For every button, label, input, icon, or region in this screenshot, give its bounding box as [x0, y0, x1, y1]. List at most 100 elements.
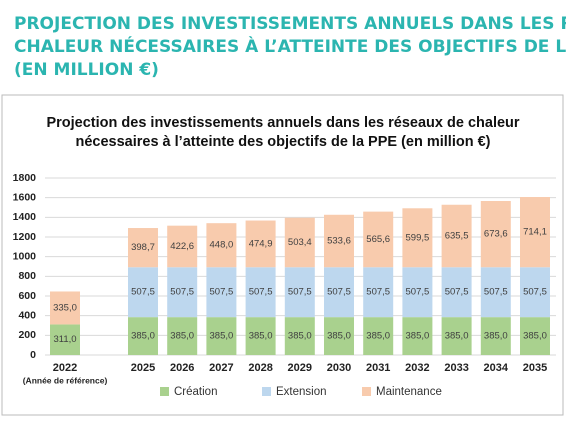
bar-segment: [324, 214, 354, 268]
value-label: 335,0: [53, 302, 77, 313]
bar-segment: [441, 204, 472, 268]
value-label: 507,5: [366, 287, 390, 298]
y-tick-label: 800: [18, 270, 36, 282]
legend-swatch: [262, 387, 271, 396]
bar-segment: [402, 317, 433, 355]
y-tick-label: 1200: [13, 231, 37, 243]
bar-segment: [128, 267, 158, 318]
page-heading: PROJECTION DES INVESTISSEMENTS ANNUELS D…: [14, 12, 566, 34]
value-label: 507,5: [170, 287, 194, 298]
bar-segment: [441, 267, 472, 318]
value-label: 507,5: [288, 287, 312, 298]
y-tick-label: 1000: [13, 250, 37, 262]
value-label: 503,4: [288, 237, 312, 248]
x-tick-label: 2027: [209, 362, 233, 374]
value-label: 714,1: [523, 227, 547, 238]
value-label: 385,0: [327, 331, 351, 342]
value-label: 599,5: [406, 232, 430, 243]
value-label: 565,6: [366, 234, 390, 245]
bar-segment: [245, 317, 276, 355]
bar-segment: [167, 225, 198, 268]
bar-segment: [284, 217, 315, 268]
value-label: 385,0: [210, 331, 234, 342]
bar-segment: [167, 317, 198, 355]
bar-segment: [128, 317, 158, 355]
legend-label: Création: [174, 386, 217, 398]
value-label: 385,0: [523, 331, 547, 342]
value-label: 673,6: [484, 229, 508, 240]
y-tick-label: 400: [18, 309, 36, 321]
bar-segment: [520, 197, 550, 268]
y-tick-label: 1600: [13, 191, 37, 203]
chart-title: nécessaires à l’atteinte des objectifs d…: [75, 134, 490, 150]
value-label: 422,6: [170, 241, 194, 252]
value-label: 533,6: [327, 236, 351, 247]
value-label: 474,9: [249, 238, 273, 249]
x-tick-label: 2025: [131, 362, 155, 374]
page-heading: (EN MILLION €): [14, 60, 159, 80]
value-label: 507,5: [523, 287, 547, 298]
value-label: 507,5: [327, 287, 351, 298]
annotation: (Année de référence): [23, 375, 108, 385]
value-label: 398,7: [131, 242, 155, 253]
x-tick-label: 2035: [523, 362, 547, 374]
value-label: 385,0: [131, 331, 155, 342]
bar-segment: [206, 317, 237, 355]
x-tick-label: 2022: [53, 362, 77, 374]
value-label: 385,0: [406, 331, 430, 342]
bar-segment: [363, 211, 394, 268]
x-tick-label: 2026: [170, 362, 194, 374]
value-label: 635,5: [445, 231, 469, 242]
chart-title: Projection des investissements annuels d…: [46, 115, 519, 131]
bar-segment: [284, 317, 315, 355]
value-label: 507,5: [445, 287, 469, 298]
bar-segment: [520, 267, 550, 318]
legend-swatch: [362, 387, 371, 396]
bar-segment: [50, 291, 80, 325]
y-tick-label: 200: [18, 329, 36, 341]
bar-segment: [324, 267, 354, 318]
bar-segment: [402, 208, 433, 268]
bar-segment: [363, 317, 394, 355]
bar-segment: [245, 267, 276, 318]
bar-segment: [480, 201, 511, 268]
bar-segment: [324, 317, 354, 355]
value-label: 385,0: [445, 331, 469, 342]
value-label: 507,5: [210, 287, 234, 298]
value-label: 507,5: [249, 287, 273, 298]
bar-segment: [206, 267, 237, 318]
x-tick-label: 2031: [366, 362, 390, 374]
x-tick-label: 2034: [484, 362, 509, 374]
bar-segment: [520, 317, 550, 355]
value-label: 507,5: [131, 287, 155, 298]
value-label: 385,0: [249, 331, 273, 342]
bar-segment: [128, 228, 158, 268]
bar-segment: [167, 267, 198, 318]
bar-segment: [50, 324, 80, 355]
y-tick-label: 1400: [13, 211, 37, 223]
y-tick-label: 0: [30, 349, 36, 361]
legend-label: Maintenance: [376, 386, 442, 398]
page-heading: CHALEUR NÉCESSAIRES À L’ATTEINTE DES OBJ…: [14, 35, 566, 57]
value-label: 385,0: [484, 331, 508, 342]
legend-swatch: [160, 387, 169, 396]
bar-segment: [480, 317, 511, 355]
value-label: 311,0: [53, 334, 76, 345]
value-label: 385,0: [366, 331, 390, 342]
bar-segment: [480, 267, 511, 318]
y-tick-label: 1800: [13, 172, 37, 184]
bar-segment: [245, 220, 276, 268]
bar-segment: [441, 317, 472, 355]
value-label: 507,5: [484, 287, 508, 298]
value-label: 507,5: [406, 287, 430, 298]
legend-label: Extension: [276, 386, 327, 398]
x-tick-label: 2032: [405, 362, 429, 374]
value-label: 385,0: [170, 331, 194, 342]
x-tick-label: 2030: [327, 362, 351, 374]
bar-segment: [402, 267, 433, 318]
x-tick-label: 2028: [248, 362, 272, 374]
x-tick-label: 2029: [288, 362, 312, 374]
bar-segment: [284, 267, 315, 318]
bar-segment: [363, 267, 394, 318]
